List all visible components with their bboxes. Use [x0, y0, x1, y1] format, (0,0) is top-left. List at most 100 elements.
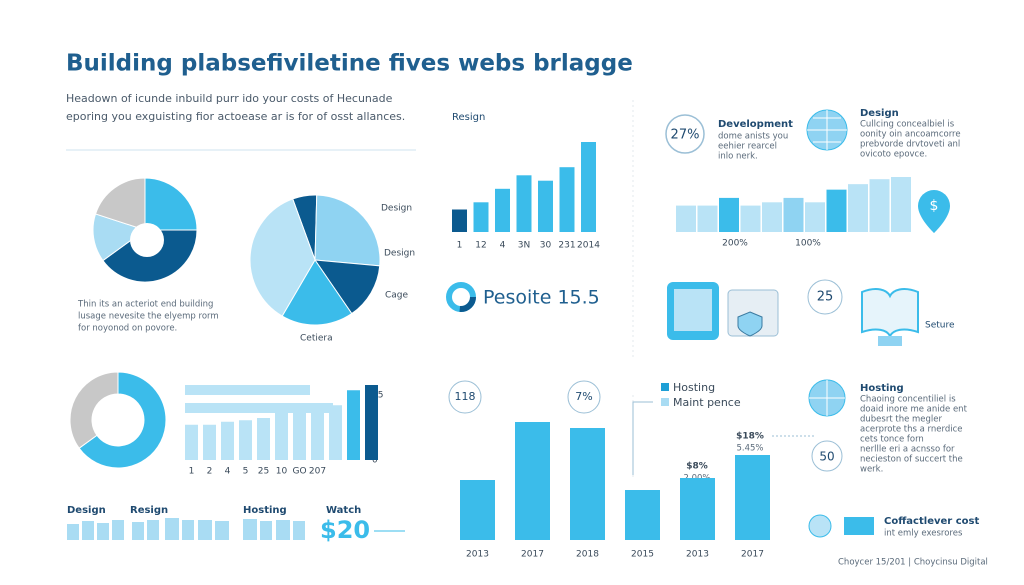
bar — [538, 180, 553, 232]
x-tick-label: 12 — [475, 241, 486, 251]
strip-label: Hosting — [243, 505, 287, 516]
bar — [347, 390, 360, 460]
text-line: prebvorde drvtoveti anl — [860, 140, 960, 150]
pie-label: Design — [381, 204, 412, 214]
text-line: eehier rearcel — [718, 142, 777, 152]
x-tick-label: 3N — [518, 241, 530, 251]
x-tick-label: GO — [292, 467, 306, 477]
bar — [293, 409, 306, 460]
x-tick-label: 2017 — [521, 550, 544, 560]
badge-text: 118 — [455, 390, 476, 403]
pie-slice — [78, 371, 167, 469]
text-line: werk. — [860, 465, 883, 475]
strip — [185, 403, 333, 413]
strip-label: Design — [67, 505, 106, 516]
bar — [460, 480, 495, 540]
badge-text: 25 — [817, 290, 834, 305]
pie-slice — [94, 177, 146, 231]
caption: lusage nevesite the elyemp rorm — [78, 312, 219, 322]
bar — [570, 428, 605, 540]
annotation: $8% — [686, 462, 708, 472]
text-line: Chaoing concentiliel is — [860, 395, 956, 405]
bar — [185, 424, 198, 460]
pie-slice — [144, 177, 198, 231]
annotation: 5.45% — [736, 444, 763, 454]
text-line: oonity oin ancoamcorre — [860, 130, 961, 140]
x-tick-label: 2013 — [466, 550, 489, 560]
globe-icon — [807, 110, 847, 150]
strip-label: Watch — [326, 505, 361, 516]
chart-title: Resign — [452, 112, 485, 123]
legend-label: Hosting — [673, 381, 715, 394]
bar — [495, 188, 510, 232]
text-line: Cullcing concealbiel is — [860, 120, 955, 130]
bar — [735, 455, 770, 540]
x-tick-label: 10 — [276, 467, 288, 477]
x-tick-label: 4 — [500, 241, 506, 251]
pie-label: Design — [384, 249, 415, 259]
bar — [869, 179, 890, 232]
connector — [632, 401, 653, 475]
text-line: dubesrt the megler — [860, 415, 943, 425]
bar — [848, 184, 868, 232]
bar — [365, 385, 378, 460]
badge-text: 50 — [819, 450, 834, 464]
globe-icon — [809, 380, 845, 416]
strip — [185, 385, 310, 395]
globe-icon — [808, 514, 832, 538]
bar — [826, 189, 847, 232]
bar — [762, 202, 782, 232]
badge-text: 27% — [671, 128, 700, 143]
bar — [625, 490, 660, 540]
x-tick-label: 2014 — [577, 241, 600, 251]
caption: Thin its an acteriot end building — [77, 300, 213, 310]
pie-slice — [249, 198, 316, 317]
bar — [473, 202, 489, 232]
bar-label: 100% — [795, 239, 821, 249]
strip-label: Resign — [130, 505, 168, 516]
text-line: inlo nerk. — [718, 152, 758, 162]
x-tick-label: 2015 — [631, 550, 654, 560]
heading: Hosting — [860, 383, 904, 394]
text-line: necieston of succert the — [860, 455, 963, 465]
price: $20 — [320, 516, 370, 544]
bar — [891, 177, 911, 232]
circle-badge — [448, 380, 482, 414]
badge-text: 7% — [575, 390, 592, 403]
title: Building plabsefiviletine fives webs brl… — [66, 51, 633, 77]
book-label: Seture — [925, 321, 955, 331]
pie-slice — [314, 194, 381, 267]
bar — [783, 197, 804, 232]
pie-caption: Cetiera — [300, 334, 333, 344]
x-tick-label: 5 — [243, 467, 249, 477]
text-line: nerllle eri a acnsso for — [860, 445, 955, 455]
bar — [719, 197, 739, 232]
text-line: doaid inore me anide ent — [860, 405, 968, 415]
subtitle: Headown of icunde inbuild purr ido your … — [66, 92, 393, 105]
x-tick-label: 207 — [309, 467, 326, 477]
caption: for noyonod on povore. — [78, 324, 177, 334]
axis-label: 0 — [372, 456, 378, 466]
shield-icon — [737, 311, 763, 337]
legend-label: Maint pence — [673, 396, 741, 409]
circle-badge — [665, 114, 705, 154]
book-icon — [878, 336, 902, 346]
bar — [275, 412, 288, 460]
legend-swatch — [661, 383, 669, 391]
x-tick-label: 25 — [258, 467, 269, 477]
cost-icon — [844, 517, 874, 535]
x-tick-label: 4 — [225, 467, 231, 477]
bar — [697, 205, 718, 232]
bar — [452, 209, 467, 232]
cost-title: Coffactlever cost — [884, 516, 979, 527]
bar — [516, 175, 532, 232]
bar — [311, 408, 324, 460]
bar — [221, 421, 234, 460]
bar — [239, 420, 252, 460]
circle-badge — [807, 279, 843, 315]
x-tick-label: 1 — [457, 241, 463, 251]
bar — [680, 478, 715, 540]
bar — [740, 205, 761, 232]
brand: Pesoite 15.5 — [483, 287, 600, 309]
